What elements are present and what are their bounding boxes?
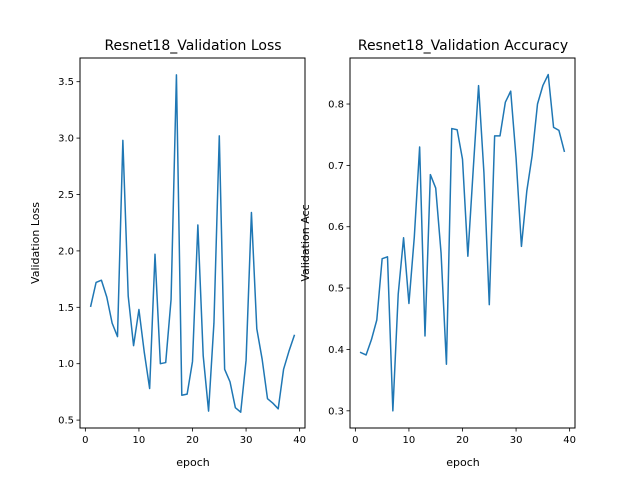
axis-ticks: 0 10 20 30 40 0.3 0.4 0.5 0.6 0.7 0.8 <box>328 100 576 446</box>
y-tick-label: 3.0 <box>58 134 74 145</box>
chart-title: Resnet18_Validation Loss <box>104 38 281 54</box>
x-tick-label: 10 <box>403 435 416 446</box>
y-tick-label: 0.5 <box>328 284 344 295</box>
series-line-group <box>359 73 566 412</box>
y-tick-label: 2.0 <box>58 246 74 257</box>
validation-accuracy-panel: Resnet18_Validation Accuracy epoch Valid… <box>299 38 576 469</box>
y-tick-label: 1.5 <box>58 303 74 314</box>
plot-frame <box>349 57 576 429</box>
plot-frame <box>79 57 306 429</box>
y-tick-label: 1.0 <box>58 359 74 370</box>
y-tick-label: 0.8 <box>328 100 344 111</box>
x-tick-label: 30 <box>240 435 253 446</box>
x-tick-label: 40 <box>293 435 306 446</box>
chart-title: Resnet18_Validation Accuracy <box>358 38 568 54</box>
x-tick-label: 40 <box>563 435 576 446</box>
y-tick-label: 0.4 <box>328 345 344 356</box>
y-tick-label: 2.5 <box>58 190 74 201</box>
x-tick-label: 10 <box>133 435 146 446</box>
y-tick-label: 0.5 <box>58 416 74 427</box>
y-tick-label: 3.5 <box>58 77 74 88</box>
x-tick-label: 30 <box>510 435 523 446</box>
y-tick-label: 0.7 <box>328 161 344 172</box>
series-line <box>359 73 566 412</box>
axis-ticks: 0 10 20 30 40 0.5 1.0 1.5 2.0 2.5 3.0 3.5 <box>58 77 306 446</box>
x-tick-label: 0 <box>352 435 358 446</box>
x-axis-label: epoch <box>446 456 480 469</box>
y-tick-label: 0.6 <box>328 222 344 233</box>
x-axis-label: epoch <box>176 456 210 469</box>
series-line-group <box>89 74 296 413</box>
validation-loss-panel: Resnet18_Validation Loss epoch Validatio… <box>29 38 306 469</box>
x-tick-label: 20 <box>456 435 469 446</box>
series-line <box>89 74 296 413</box>
x-tick-label: 0 <box>82 435 88 446</box>
x-tick-label: 20 <box>186 435 199 446</box>
y-tick-label: 0.3 <box>328 406 344 417</box>
y-axis-label: Validation Acc <box>299 204 312 281</box>
y-axis-label: Validation Loss <box>29 202 42 284</box>
